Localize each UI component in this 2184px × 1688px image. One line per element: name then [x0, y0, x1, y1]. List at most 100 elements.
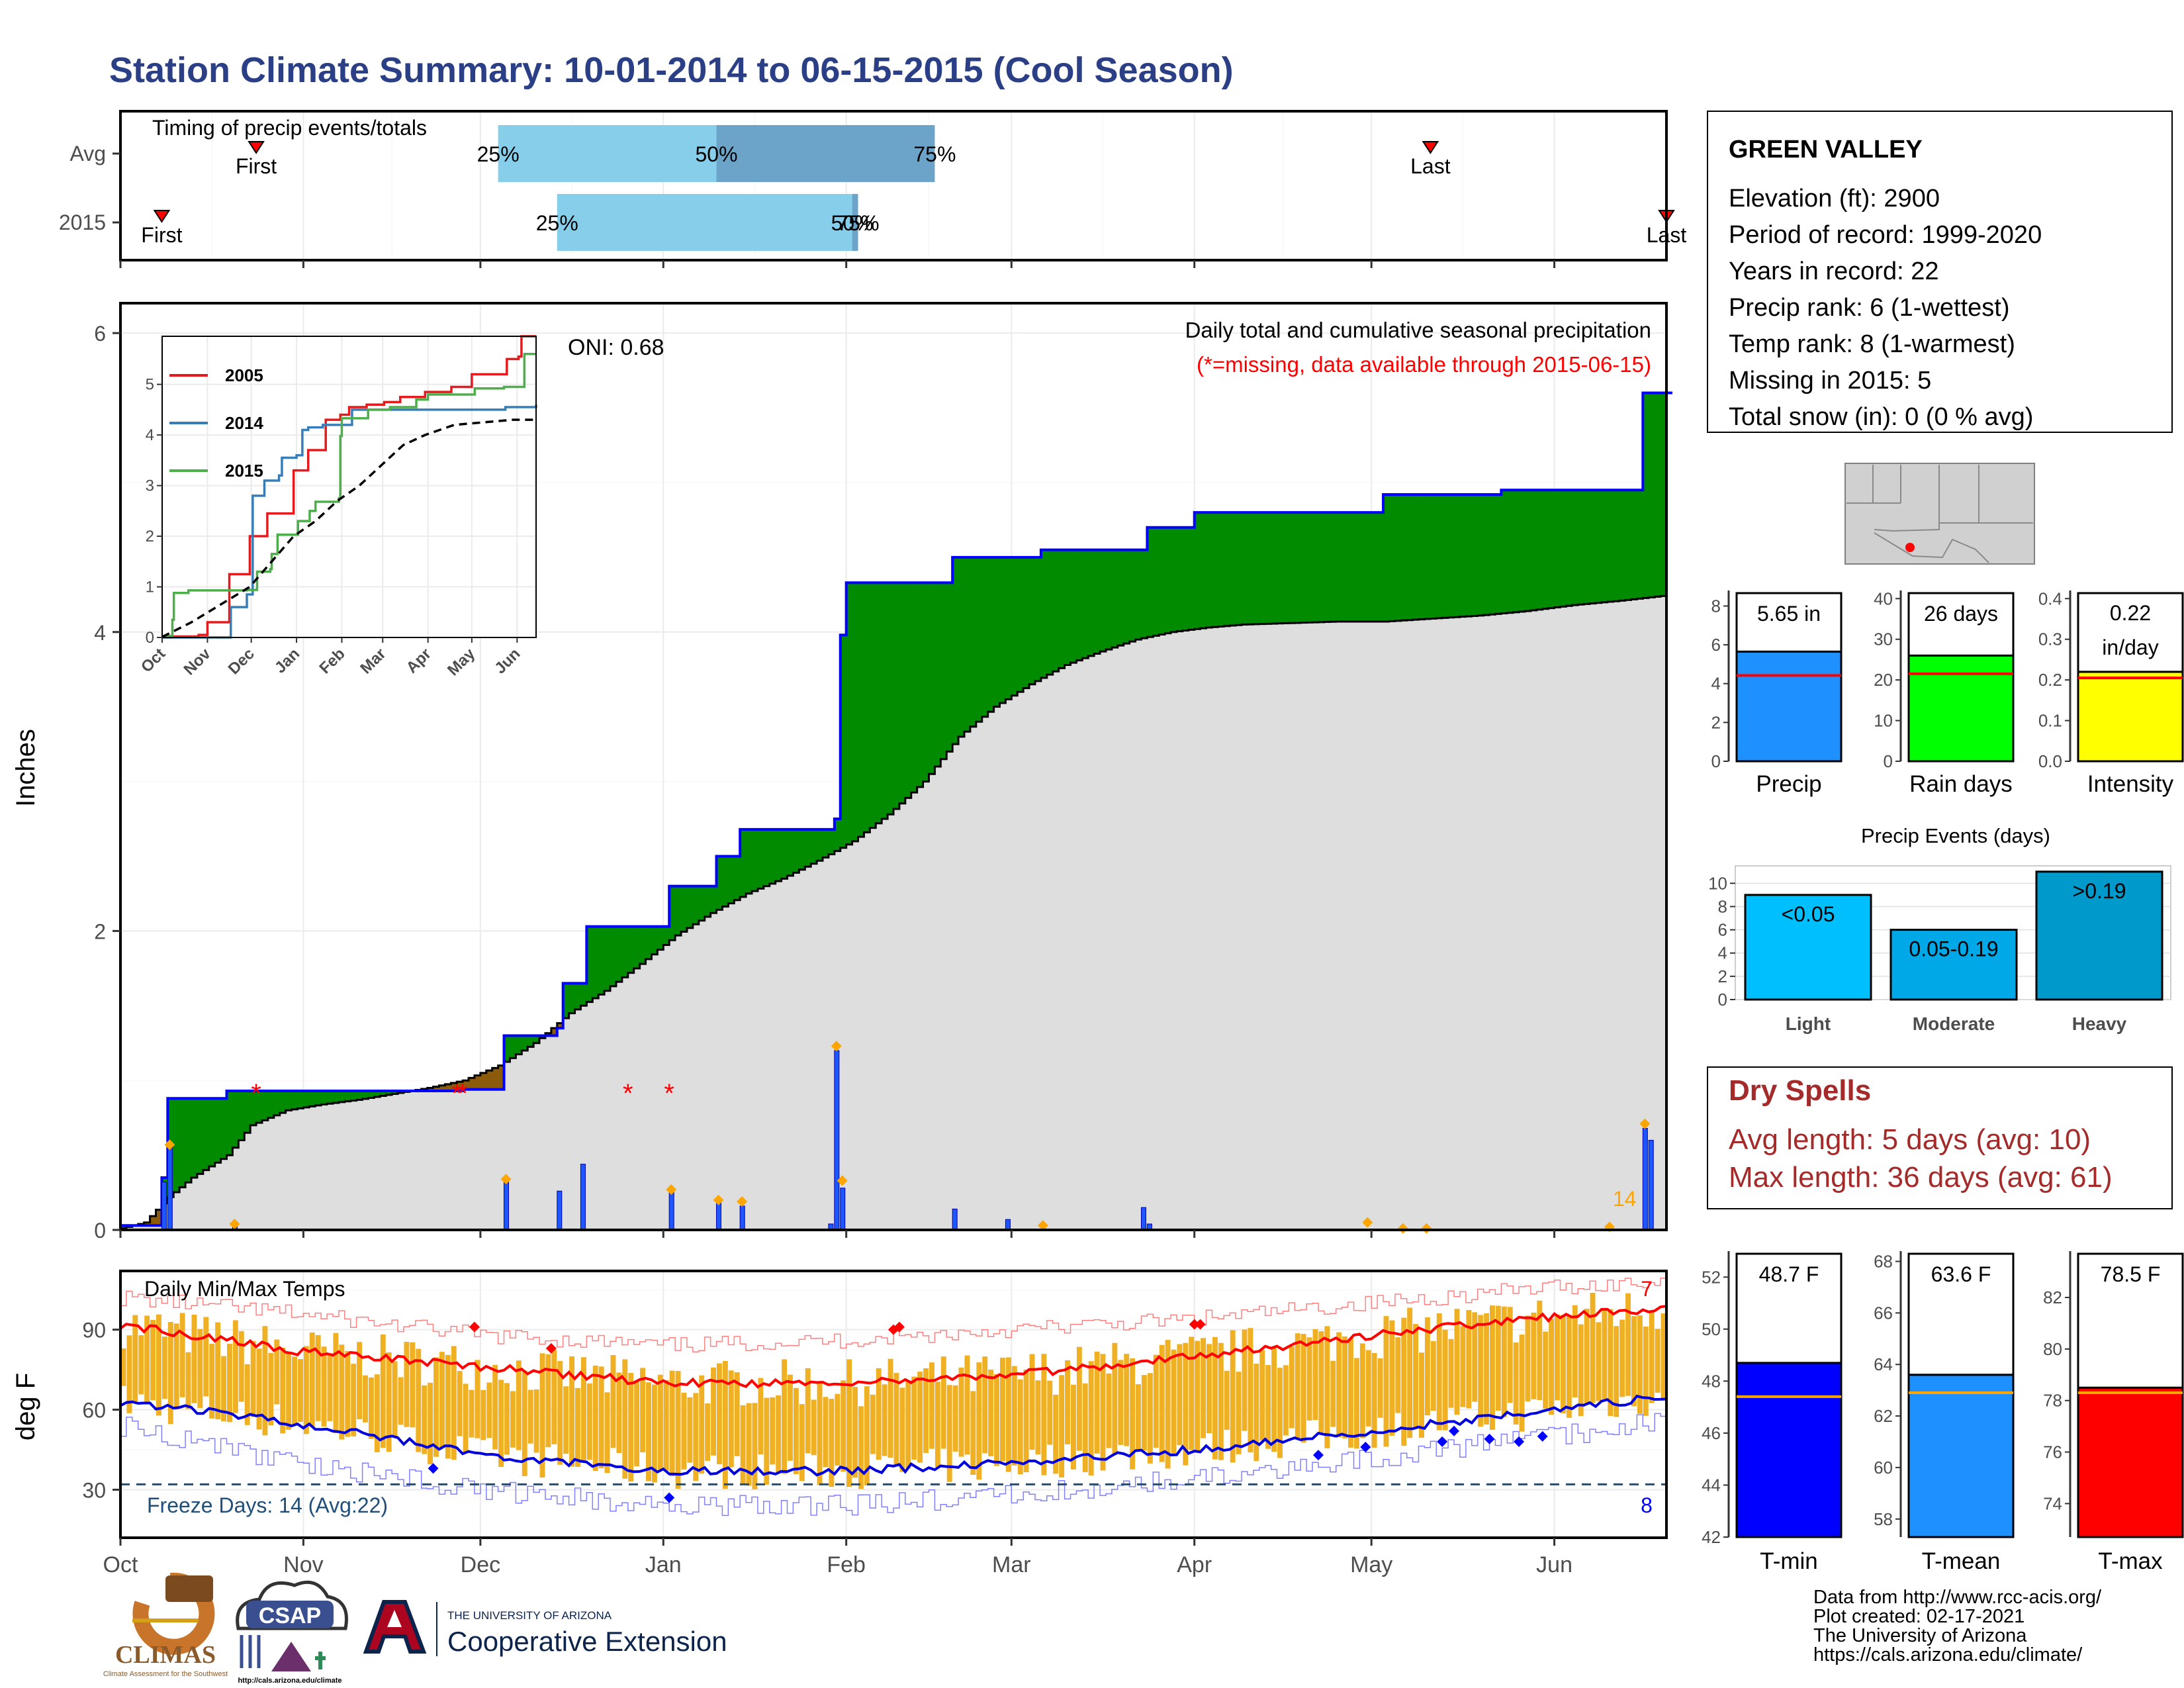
daily-temp-bar [1342, 1336, 1348, 1438]
daily-temp-bar [1165, 1340, 1171, 1469]
above-avg-area [645, 926, 653, 959]
daily-temp-bar [1189, 1336, 1195, 1450]
daily-temp-bar [533, 1389, 539, 1453]
inset-legend-label: 2015 [225, 461, 263, 481]
stat-tick-label: 0.0 [2038, 751, 2062, 771]
above-avg-area [1578, 490, 1584, 605]
record-max-line [120, 1277, 1667, 1353]
stats-bars: 5.65 in 0 2 4 6 8 Precip 26 days 0 10 20 30 40 Rain d… [1711, 588, 2184, 797]
daily-temp-bar [1195, 1340, 1201, 1453]
timing-row-2015: 2015 [59, 211, 106, 234]
above-avg-area [191, 1098, 198, 1178]
daily-temp-bar [1525, 1315, 1531, 1402]
inset-series-line [162, 404, 537, 639]
daily-temp-bar [327, 1353, 333, 1421]
daily-temp-bar [1136, 1384, 1141, 1450]
timing-first-label: First [141, 223, 182, 247]
above-avg-area [1135, 549, 1142, 640]
record-low-marker [1437, 1436, 1448, 1447]
above-avg-area [1070, 549, 1077, 663]
daily-temp-bar [398, 1377, 404, 1425]
daily-temp-bar [1088, 1361, 1094, 1476]
daily-temp-bar [315, 1335, 321, 1421]
above-avg-area [344, 1091, 351, 1102]
daily-temp-bar [1519, 1335, 1525, 1432]
dry-max: Max length: 36 days (avg: 61) [1729, 1161, 2113, 1194]
above-avg-area [1465, 494, 1473, 617]
above-avg-area [527, 1035, 534, 1047]
tstat-tick-label: 62 [1874, 1406, 1893, 1426]
daily-temp-bar [1265, 1365, 1271, 1449]
stat-tick-label: 0 [1884, 751, 1893, 771]
stat-tick-label: 6 [1711, 635, 1721, 655]
above-avg-area [1454, 494, 1461, 618]
daily-temp-bar [870, 1394, 876, 1454]
daily-temp-bar [1353, 1358, 1359, 1449]
daily-temp-bar [610, 1355, 616, 1448]
above-avg-area [940, 583, 947, 759]
avg-min-line [120, 1394, 1667, 1477]
above-avg-area [1277, 512, 1284, 624]
daily-temp-bar [1295, 1333, 1300, 1439]
stat-tick-label: 0 [1711, 751, 1721, 771]
daily-temp-bar [864, 1386, 870, 1486]
daily-temp-bar [1442, 1329, 1448, 1430]
daily-temp-bar [586, 1383, 592, 1460]
record-high-marker [1195, 1319, 1206, 1330]
daily-temp-bar [445, 1354, 451, 1459]
tstat-value-label: 48.7 F [1759, 1262, 1819, 1286]
tstat-name: T-mean [1922, 1548, 2001, 1574]
stat-label-box [2077, 592, 2184, 673]
month-label: Feb [827, 1552, 866, 1577]
above-avg-area [793, 829, 799, 873]
missing-day-marker: * [623, 1079, 633, 1108]
daily-precip-bar [504, 1180, 510, 1231]
above-avg-area [1536, 490, 1543, 610]
above-avg-area [214, 1098, 222, 1163]
above-avg-area [267, 1091, 275, 1118]
daily-temp-bar [1035, 1380, 1041, 1455]
above-avg-area [120, 1225, 127, 1229]
above-avg-area [374, 1091, 381, 1098]
above-avg-area [1613, 490, 1620, 602]
above-avg-area [238, 1091, 245, 1141]
daily-temp-bar [1300, 1334, 1306, 1443]
daily-temp-bar [852, 1387, 858, 1478]
tstat-tick-label: 78 [2043, 1391, 2062, 1411]
daily-temp-bar [1430, 1340, 1436, 1411]
above-avg-area [710, 886, 717, 914]
above-avg-area [704, 886, 711, 917]
daily-temp-bar [1561, 1315, 1566, 1414]
daily-temp-bar [734, 1372, 740, 1456]
above-avg-area [1631, 490, 1638, 600]
below-avg-area [469, 1078, 475, 1090]
missing-day-marker: * [251, 1079, 261, 1108]
station-line-temp-rank: Temp rank: 8 (1-warmest) [1729, 330, 2015, 358]
daily-temp-bar [1005, 1357, 1011, 1472]
daily-temp-bar [1271, 1348, 1277, 1452]
daily-temp-bar [752, 1403, 758, 1489]
station-line-precip-rank: Precip rank: 6 (1-wettest) [1729, 294, 2009, 322]
daily-temp-bar [173, 1323, 179, 1409]
events-bar-label: <0.05 [1782, 902, 1835, 926]
above-avg-area [1129, 549, 1136, 642]
above-avg-area [297, 1091, 304, 1109]
avg-daily-marker [164, 1139, 175, 1150]
daily-temp-bar [835, 1393, 841, 1466]
stat-value-label: in/day [2102, 635, 2158, 659]
timing-row-avg: Avg [69, 142, 106, 165]
daily-temp-bar [150, 1319, 156, 1401]
above-avg-area [1554, 490, 1561, 608]
daily-temp-bar [1631, 1316, 1637, 1407]
above-avg-area [1188, 527, 1195, 630]
above-avg-area [1312, 512, 1319, 623]
above-avg-area [1495, 494, 1502, 614]
above-avg-area [876, 583, 882, 823]
ua-logo-bottom: Cooperative Extension [447, 1626, 727, 1657]
events-category: Heavy [2072, 1013, 2127, 1034]
above-avg-area [621, 926, 629, 978]
above-avg-area [1436, 494, 1443, 618]
month-label: Nov [283, 1552, 323, 1577]
above-avg-area [834, 819, 841, 851]
